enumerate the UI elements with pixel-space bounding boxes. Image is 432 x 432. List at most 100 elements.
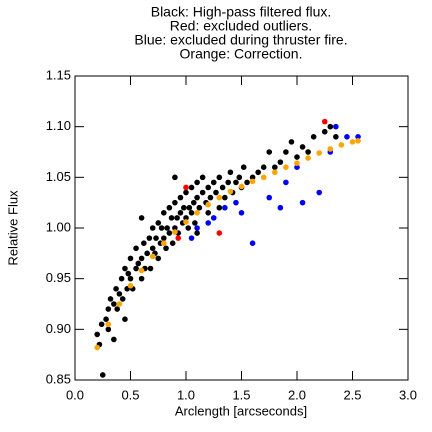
y-tick-label: 0.95 [46,270,71,285]
data-point [125,270,132,277]
chart-title: Orange: Correction. [180,46,303,62]
y-tick-label: 1.05 [46,169,71,184]
data-point [316,150,323,156]
data-point [238,183,245,190]
data-point [233,179,239,186]
data-point [210,215,217,221]
data-point [194,194,200,201]
data-point [272,164,278,170]
data-point [163,245,169,252]
data-point [333,134,339,140]
data-point [196,204,203,211]
data-point [119,296,126,302]
data-point [255,169,261,176]
data-point [210,179,217,186]
data-point [141,240,147,246]
data-point [127,255,134,262]
data-point [94,331,100,338]
data-point [260,164,267,170]
data-point [333,123,339,130]
data-point [225,179,231,186]
data-point [183,219,189,225]
data-point [277,204,284,211]
data-point [107,296,114,302]
data-point [283,149,289,155]
data-point [294,164,300,170]
data-point [283,164,289,170]
data-point [188,210,195,216]
data-point [164,225,170,231]
data-point [153,235,159,241]
data-point [194,230,200,236]
data-point [194,179,200,186]
data-point [249,178,256,185]
data-point [277,159,284,165]
x-tick-label: 1.5 [232,387,250,402]
data-point [138,215,145,221]
data-point [169,240,176,246]
data-point [355,134,361,140]
data-point [98,321,105,328]
data-point [188,235,195,241]
data-point [327,146,334,152]
data-point [99,372,106,378]
data-point [133,245,139,252]
data-point [186,204,193,211]
data-point [207,194,214,201]
data-point [219,184,226,191]
data-point [149,253,156,260]
data-point [172,229,178,235]
data-point [227,188,234,195]
data-point [172,225,178,231]
data-point [349,139,356,145]
data-point [118,275,125,282]
y-tick-label: 1.00 [46,219,71,234]
y-axis-label: Relative Flux [5,190,20,266]
y-tick-label: 1.15 [46,67,71,82]
x-tick-label: 3.0 [399,387,417,402]
data-point [166,204,173,211]
data-point [338,142,345,148]
x-tick-label: 0.5 [121,387,139,402]
data-point [216,230,223,236]
data-point [158,225,165,231]
data-point [161,235,167,241]
x-tick-label: 0.0 [66,387,84,402]
data-point [135,260,142,267]
data-point [236,174,243,181]
data-point [183,184,189,191]
data-point [216,204,223,211]
data-point [183,189,189,196]
x-tick-label: 2.0 [288,387,306,402]
data-point [172,174,178,181]
data-point [147,265,154,272]
data-point [177,194,184,201]
data-point [321,128,328,135]
x-axis-label: Arclength [arcseconds] [175,403,307,418]
data-point [244,179,250,186]
data-point [138,267,145,274]
y-tick-label: 1.10 [46,118,71,133]
data-point [111,336,117,343]
data-point [155,220,162,226]
data-point [199,174,206,181]
data-point [272,169,278,176]
data-point [94,344,100,351]
y-tick-label: 0.85 [46,371,71,386]
data-point [227,169,234,176]
data-point [266,194,273,201]
data-point [116,301,123,307]
data-point [127,275,134,282]
data-point [149,245,156,252]
data-point [216,174,223,181]
data-point [116,291,123,297]
data-point [316,189,323,196]
data-point [138,255,145,262]
data-point [122,316,128,323]
data-point [174,215,180,221]
data-point [238,210,245,216]
data-point [166,230,173,236]
data-point [105,306,112,312]
data-point [344,134,350,140]
